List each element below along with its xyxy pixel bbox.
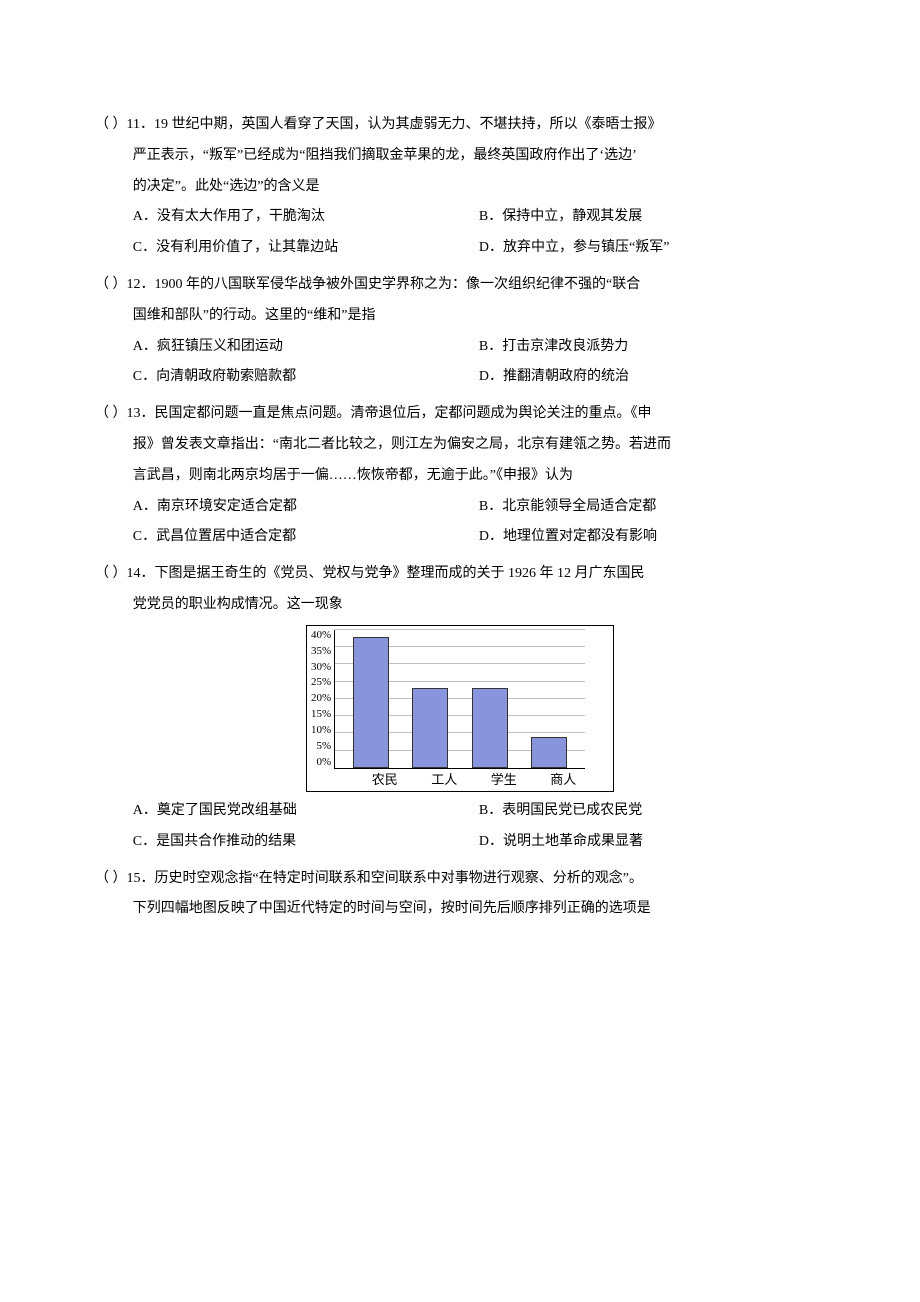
chart-ylabel: 15% [311, 709, 331, 720]
q12-options-row1: A．疯狂镇压义和团运动 B．打击京津改良派势力 [95, 332, 825, 363]
q13-option-b: B．北京能领导全局适合定都 [479, 492, 825, 523]
q14-option-b: B．表明国民党已成农民党 [479, 796, 825, 827]
chart-xlabel: 商人 [534, 771, 594, 789]
q12-option-a: A．疯狂镇压义和团运动 [133, 332, 479, 363]
q15-stem-line1: （ ）15．历史时空观念指“在特定时间联系和空间联系中对事物进行观察、分析的观念… [95, 864, 825, 895]
q13-option-c: C．武昌位置居中适合定都 [133, 522, 479, 553]
chart-ylabel: 35% [311, 646, 331, 657]
q13-options-row2: C．武昌位置居中适合定都 D．地理位置对定都没有影响 [95, 522, 825, 553]
chart-xlabel: 农民 [355, 771, 415, 789]
q12-option-d: D．推翻清朝政府的统治 [479, 362, 825, 393]
chart-ylabel: 0% [317, 757, 332, 768]
q13-option-d: D．地理位置对定都没有影响 [479, 522, 825, 553]
chart-bar [353, 637, 389, 768]
q12-stem1: 1900 年的八国联军侵华战争被外国史学界称之为：像一次组织纪律不强的“联合 [155, 277, 641, 292]
q13-stem-line2: 报》曾发表文章指出：“南北二者比较之，则江左为偏安之局，北京有建瓴之势。若进而 [95, 430, 825, 461]
chart-ylabel: 40% [311, 630, 331, 641]
chart-bar-slot [341, 630, 401, 768]
q11-option-b: B．保持中立，静观其发展 [479, 202, 825, 233]
question-15: （ ）15．历史时空观念指“在特定时间联系和空间联系中对事物进行观察、分析的观念… [95, 864, 825, 926]
q12-option-b: B．打击京津改良派势力 [479, 332, 825, 363]
page: （ ）11．19 世纪中期，英国人看穿了天国，认为其虚弱无力、不堪扶持，所以《泰… [0, 0, 920, 925]
q11-option-c: C．没有利用价值了，让其靠边站 [133, 233, 479, 264]
q15-stem1: 历史时空观念指“在特定时间联系和空间联系中对事物进行观察、分析的观念”。 [155, 871, 643, 886]
q11-stem-line2: 严正表示，“叛军”已经成为“阻挡我们摘取金苹果的龙，最终英国政府作出了‘选边’ [95, 141, 825, 172]
q12-stem-line2: 国维和部队”的行动。这里的“维和”是指 [95, 301, 825, 332]
question-14: （ ）14．下图是据王奇生的《党员、党权与党争》整理而成的关于 1926 年 1… [95, 559, 825, 857]
q15-stem-line2: 下列四幅地图反映了中国近代特定的时间与空间，按时间先后顺序排列正确的选项是 [95, 894, 825, 925]
question-11: （ ）11．19 世纪中期，英国人看穿了天国，认为其虚弱无力、不堪扶持，所以《泰… [95, 110, 825, 264]
question-13: （ ）13．民国定都问题一直是焦点问题。清帝退位后，定都问题成为舆论关注的重点。… [95, 399, 825, 553]
q12-stem-line1: （ ）12．1900 年的八国联军侵华战争被外国史学界称之为：像一次组织纪律不强… [95, 270, 825, 301]
chart-inner: 40% 35% 30% 25% 20% 15% 10% 5% 0% [311, 630, 609, 769]
chart-ylabel: 20% [311, 693, 331, 704]
q11-stem-line3: 的决定”。此处“选边”的含义是 [95, 172, 825, 203]
q11-stem-line1: （ ）11．19 世纪中期，英国人看穿了天国，认为其虚弱无力、不堪扶持，所以《泰… [95, 110, 825, 141]
chart-bars [335, 630, 585, 768]
q11-options-row2: C．没有利用价值了，让其靠边站 D．放弃中立，参与镇压“叛军” [95, 233, 825, 264]
q13-stem-line3: 言武昌，则南北两京均居于一偏……恢恢帝都，无逾于此。”《申报》认为 [95, 461, 825, 492]
q14-option-a: A．奠定了国民党改组基础 [133, 796, 479, 827]
q12-options-row2: C．向清朝政府勒索赔款都 D．推翻清朝政府的统治 [95, 362, 825, 393]
q13-options-row1: A．南京环境安定适合定都 B．北京能领导全局适合定都 [95, 492, 825, 523]
chart-wrap: 40% 35% 30% 25% 20% 15% 10% 5% 0% 农民工人学生商人 [95, 625, 825, 792]
q13-stem1: 民国定都问题一直是焦点问题。清帝退位后，定都问题成为舆论关注的重点。《申 [155, 406, 652, 421]
q11-option-d: D．放弃中立，参与镇压“叛军” [479, 233, 825, 264]
q13-stem-line1: （ ）13．民国定都问题一直是焦点问题。清帝退位后，定都问题成为舆论关注的重点。… [95, 399, 825, 430]
q14-stem-line2: 党党员的职业构成情况。这一现象 [95, 590, 825, 621]
q11-stem1: 19 世纪中期，英国人看穿了天国，认为其虚弱无力、不堪扶持，所以《泰晤士报》 [154, 117, 662, 132]
chart-ylabel: 10% [311, 725, 331, 736]
chart-bar [412, 688, 448, 767]
q14-options-row2: C．是国共合作推动的结果 D．说明土地革命成果显著 [95, 827, 825, 858]
q11-prefix: （ ）11． [95, 117, 154, 132]
chart-xlabels: 农民工人学生商人 [349, 771, 599, 789]
q12-option-c: C．向清朝政府勒索赔款都 [133, 362, 479, 393]
q14-prefix: （ ）14． [95, 566, 155, 581]
chart-bar [531, 737, 567, 768]
question-12: （ ）12．1900 年的八国联军侵华战争被外国史学界称之为：像一次组织纪律不强… [95, 270, 825, 393]
q14-stem1: 下图是据王奇生的《党员、党权与党争》整理而成的关于 1926 年 12 月广东国… [155, 566, 645, 581]
chart-box: 40% 35% 30% 25% 20% 15% 10% 5% 0% 农民工人学生商人 [306, 625, 614, 792]
chart-xlabel: 工人 [415, 771, 475, 789]
q11-option-a: A．没有太大作用了，干脆淘汰 [133, 202, 479, 233]
chart-ylabel: 30% [311, 662, 331, 673]
chart-bar-slot [401, 630, 461, 768]
chart-plot [334, 630, 585, 769]
chart-xlabel: 学生 [474, 771, 534, 789]
chart-bar-slot [520, 630, 580, 768]
q14-stem-line1: （ ）14．下图是据王奇生的《党员、党权与党争》整理而成的关于 1926 年 1… [95, 559, 825, 590]
q13-prefix: （ ）13． [95, 406, 155, 421]
chart-ylabel: 5% [317, 741, 332, 752]
q15-prefix: （ ）15． [95, 871, 155, 886]
q13-option-a: A．南京环境安定适合定都 [133, 492, 479, 523]
q12-prefix: （ ）12． [95, 277, 155, 292]
chart-ylabel: 25% [311, 677, 331, 688]
chart-bar-slot [460, 630, 520, 768]
q11-options-row1: A．没有太大作用了，干脆淘汰 B．保持中立，静观其发展 [95, 202, 825, 233]
q14-option-d: D．说明土地革命成果显著 [479, 827, 825, 858]
chart-bar [472, 688, 508, 767]
q14-options-row1: A．奠定了国民党改组基础 B．表明国民党已成农民党 [95, 796, 825, 827]
q14-option-c: C．是国共合作推动的结果 [133, 827, 479, 858]
chart-yaxis: 40% 35% 30% 25% 20% 15% 10% 5% 0% [311, 630, 334, 768]
